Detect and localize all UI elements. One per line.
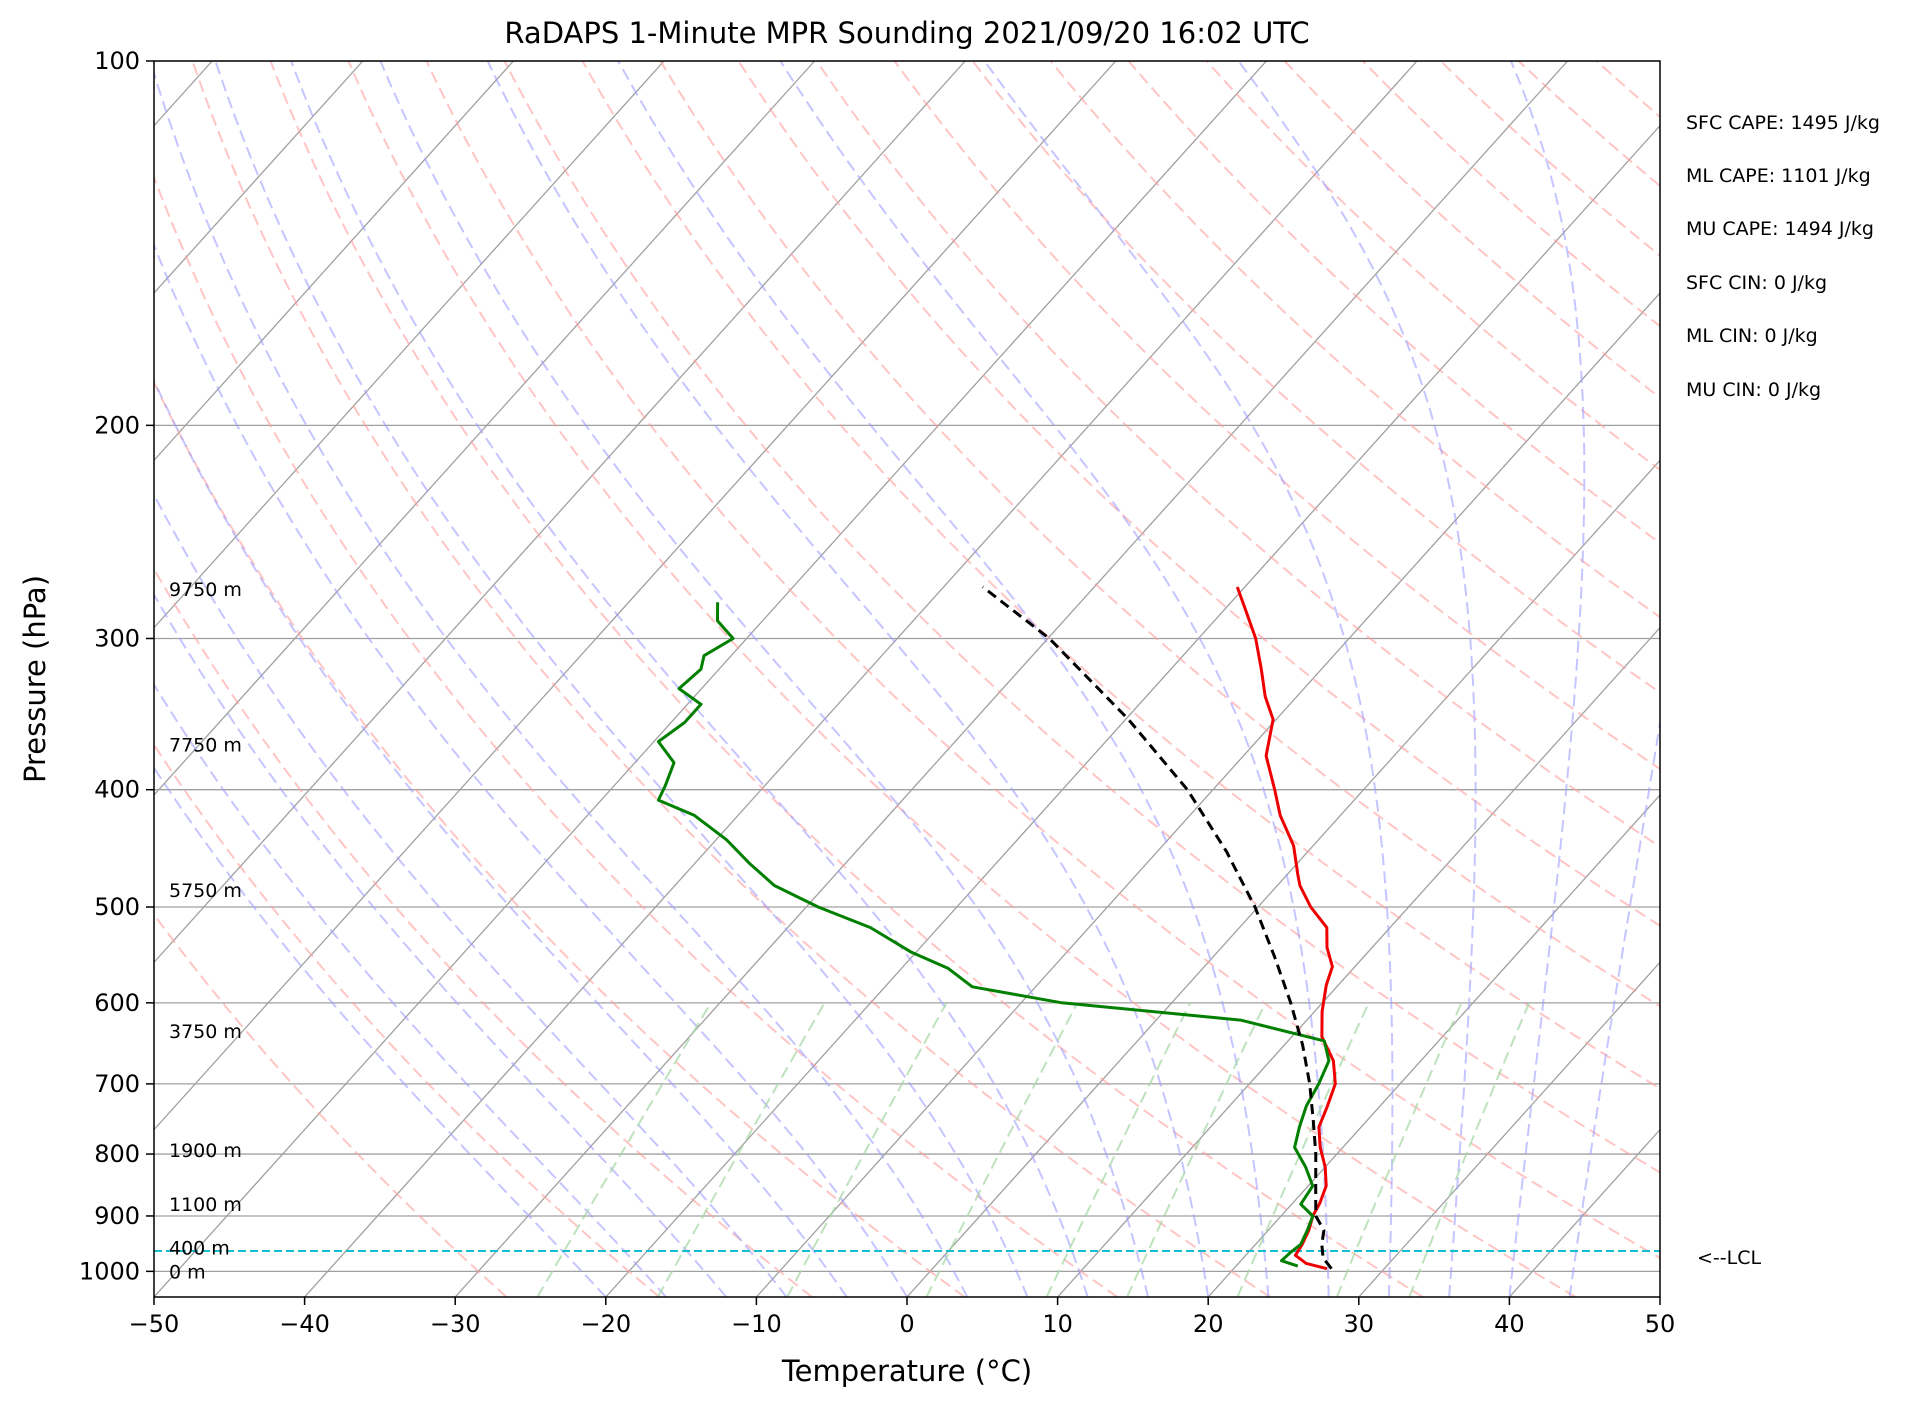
mixing-ratio-line bbox=[786, 1002, 948, 1297]
isotherm-line bbox=[755, 292, 1660, 1297]
stat-mu-cin: MU CIN: 0 J/kg bbox=[1686, 379, 1821, 401]
moist-adiabat-line bbox=[154, 592, 728, 1297]
x-axis-label: Temperature (°C) bbox=[781, 1354, 1032, 1388]
dry-adiabat-line bbox=[425, 61, 1660, 1260]
height-label: 1900 m bbox=[169, 1140, 242, 1162]
moist-adiabat-line bbox=[154, 242, 908, 1297]
y-tick-label: 700 bbox=[94, 1070, 140, 1098]
mixing-ratio-line bbox=[656, 1002, 826, 1297]
moist-adiabat-line bbox=[1237, 61, 1477, 1297]
x-tick-label: 0 bbox=[899, 1310, 914, 1338]
moist-adiabat-line bbox=[214, 61, 1029, 1297]
x-tick-label: 30 bbox=[1344, 1310, 1375, 1338]
dry-adiabat-line bbox=[893, 61, 1660, 771]
isotherm-line bbox=[454, 61, 1569, 1297]
x-tick-label: −40 bbox=[279, 1310, 330, 1338]
height-label: 9750 m bbox=[169, 579, 242, 601]
dry-adiabat-line bbox=[581, 61, 1660, 1090]
moist-adiabat-line bbox=[486, 61, 1210, 1297]
dry-adiabat-line bbox=[815, 61, 1660, 848]
moist-adiabat-line bbox=[154, 766, 607, 1297]
moist-adiabat-line bbox=[983, 61, 1394, 1297]
parcel-path-line bbox=[981, 585, 1333, 1270]
moist-adiabat-line bbox=[154, 69, 969, 1297]
dry-adiabat-line bbox=[154, 566, 813, 1297]
moist-adiabat-line bbox=[779, 61, 1330, 1297]
y-tick-label: 100 bbox=[94, 47, 140, 75]
dry-adiabat-line bbox=[503, 61, 1660, 1174]
dewpoint-profile-line bbox=[656, 602, 1331, 1268]
height-label: 7750 m bbox=[169, 734, 242, 756]
isotherm-line bbox=[154, 61, 816, 796]
dry-adiabat-line bbox=[154, 174, 1119, 1297]
height-label: 0 m bbox=[169, 1261, 206, 1283]
stat-mu-cape: MU CAPE: 1494 J/kg bbox=[1686, 218, 1874, 240]
background-lines bbox=[154, 61, 1660, 1297]
y-tick-label: 400 bbox=[94, 776, 140, 804]
y-tick-label: 900 bbox=[94, 1202, 140, 1230]
temperature-profile-line bbox=[1235, 586, 1337, 1271]
x-tick-label: 20 bbox=[1193, 1310, 1224, 1338]
x-tick-label: −50 bbox=[129, 1310, 180, 1338]
mixing-ratio-line bbox=[925, 1002, 1079, 1297]
x-tick-label: −10 bbox=[731, 1310, 782, 1338]
mixing-ratio-line bbox=[536, 1002, 712, 1297]
isotherm-line bbox=[154, 61, 665, 629]
dry-adiabat-line bbox=[1361, 61, 1660, 328]
isotherm-line bbox=[1057, 626, 1660, 1297]
mixing-ratio-line bbox=[1045, 1002, 1192, 1297]
dry-adiabat-line bbox=[1283, 61, 1660, 399]
y-tick-label: 1000 bbox=[79, 1257, 140, 1285]
isotherm-line bbox=[1207, 794, 1660, 1297]
dry-adiabat-line bbox=[269, 61, 1424, 1297]
chart-title: RaDAPS 1-Minute MPR Sounding 2021/09/20 … bbox=[504, 16, 1309, 50]
height-label: 5750 m bbox=[169, 880, 242, 902]
x-tick-label: −30 bbox=[430, 1310, 481, 1338]
isotherm-line bbox=[906, 459, 1660, 1297]
isotherm-line bbox=[154, 61, 1117, 1131]
stat-ml-cape: ML CAPE: 1101 J/kg bbox=[1686, 165, 1871, 187]
x-tick-label: 40 bbox=[1494, 1310, 1525, 1338]
isotherm-line bbox=[154, 61, 966, 964]
isotherm-line bbox=[154, 61, 364, 294]
x-tick-label: −20 bbox=[580, 1310, 631, 1338]
stats-panel: SFC CAPE: 1495 J/kg ML CAPE: 1101 J/kg M… bbox=[1686, 112, 1880, 401]
height-label: 3750 m bbox=[169, 1021, 242, 1043]
y-axis-label: Pressure (hPa) bbox=[18, 575, 52, 783]
lcl-label: <--LCL bbox=[1697, 1247, 1761, 1269]
dry-adiabat-line bbox=[154, 380, 966, 1297]
moist-adiabat-line bbox=[1508, 61, 1586, 1297]
isotherm-line bbox=[605, 124, 1660, 1297]
stat-ml-cin: ML CIN: 0 J/kg bbox=[1686, 325, 1818, 347]
stat-sfc-cape: SFC CAPE: 1495 J/kg bbox=[1686, 112, 1880, 134]
height-label: 400 m bbox=[169, 1238, 230, 1260]
dry-adiabat-line bbox=[659, 61, 1660, 1008]
isotherm-line bbox=[304, 61, 1418, 1297]
stat-sfc-cin: SFC CIN: 0 J/kg bbox=[1686, 272, 1827, 294]
moist-adiabat-line bbox=[290, 61, 1089, 1297]
dry-adiabat-line bbox=[154, 912, 508, 1297]
axis-ticks: −50 −40 −30 −20 −10 0 10 20 30 40 50 100 200 300 400 50… bbox=[79, 47, 1675, 1338]
x-tick-label: 50 bbox=[1645, 1310, 1676, 1338]
mixing-ratio-line bbox=[1126, 1002, 1267, 1297]
isotherm-line bbox=[154, 61, 1267, 1297]
sounding-profiles bbox=[656, 585, 1337, 1271]
height-label: 1100 m bbox=[169, 1194, 242, 1216]
isotherm-line bbox=[154, 61, 514, 462]
y-tick-label: 200 bbox=[94, 411, 140, 439]
dry-adiabat-line bbox=[971, 61, 1660, 694]
dry-adiabat-line bbox=[737, 61, 1660, 928]
dry-adiabat-line bbox=[347, 61, 1577, 1297]
y-tick-label: 500 bbox=[94, 893, 140, 921]
x-tick-label: 10 bbox=[1042, 1310, 1073, 1338]
moist-adiabat-line bbox=[154, 492, 788, 1297]
y-tick-label: 300 bbox=[94, 624, 140, 652]
moist-adiabat-line bbox=[154, 378, 848, 1297]
dry-adiabat-line bbox=[191, 61, 1271, 1297]
y-tick-label: 600 bbox=[94, 989, 140, 1017]
isotherm-line bbox=[1358, 961, 1660, 1297]
y-tick-label: 800 bbox=[94, 1140, 140, 1168]
